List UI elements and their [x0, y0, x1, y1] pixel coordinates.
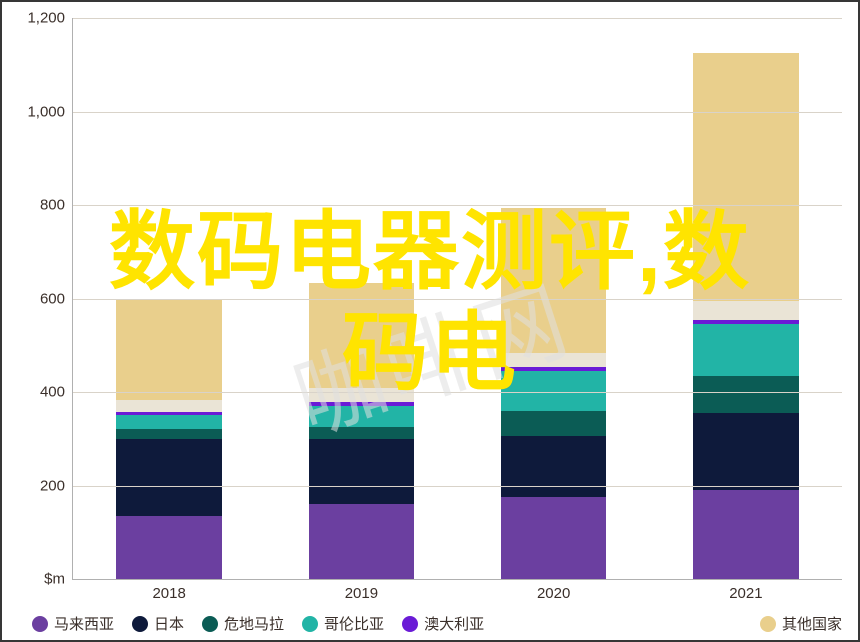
y-tick-label: 1,200 [27, 10, 73, 27]
legend-label: 其他国家 [782, 613, 842, 634]
legend-swatch [202, 616, 218, 632]
legend-swatch [760, 616, 776, 632]
bar-segment [116, 299, 222, 400]
legend-item: 日本 [132, 613, 184, 634]
legend-swatch [302, 616, 318, 632]
bar-segment [309, 439, 415, 504]
bar-segment [116, 439, 222, 516]
legend-item: 马来西亚 [32, 613, 114, 634]
bar-segment [309, 388, 415, 402]
legend-swatch [32, 616, 48, 632]
bar-segment [116, 415, 222, 429]
legend-item: 哥伦比亚 [302, 613, 384, 634]
bar-segment [693, 301, 799, 320]
gridline [73, 112, 842, 113]
bar-segment [309, 427, 415, 439]
legend: 马来西亚 日本 危地马拉 哥伦比亚 澳大利亚 其他国家 [32, 613, 842, 634]
gridline [73, 486, 842, 487]
bar-segment [501, 208, 607, 353]
legend-item: 其他国家 [760, 613, 842, 634]
bar-segment [501, 353, 607, 367]
x-tick-label: 2021 [729, 579, 762, 602]
x-tick-label: 2019 [345, 579, 378, 602]
bar-segment [501, 497, 607, 579]
bar-segment [501, 371, 607, 411]
gridline [73, 205, 842, 206]
x-tick-label: 2020 [537, 579, 570, 602]
gridline [73, 392, 842, 393]
legend-label: 危地马拉 [224, 613, 284, 634]
y-tick-label: 1,000 [27, 103, 73, 120]
bar-segment [116, 429, 222, 438]
gridline [73, 299, 842, 300]
bar-segment [501, 411, 607, 437]
legend-label: 马来西亚 [54, 613, 114, 634]
gridline [73, 18, 842, 19]
bar-segment [116, 516, 222, 579]
legend-label: 日本 [154, 613, 184, 634]
chart-container: 2018 2019 2020 2021 $m 200 400 600 800 1,000 1,20… [0, 0, 860, 642]
y-tick-label: 800 [40, 197, 73, 214]
legend-item: 危地马拉 [202, 613, 284, 634]
y-tick-label: 200 [40, 477, 73, 494]
bar-segment [693, 376, 799, 413]
bar-segment [693, 490, 799, 579]
plot-area: 2018201920202021 $m2004006008001,0001,20… [72, 18, 842, 580]
legend-swatch [402, 616, 418, 632]
bar-segment [693, 324, 799, 375]
legend-label: 澳大利亚 [424, 613, 484, 634]
bar-segment [693, 413, 799, 490]
legend-item: 澳大利亚 [402, 613, 484, 634]
y-tick-label: $m [44, 571, 73, 588]
bar-segment [693, 53, 799, 301]
legend-label: 哥伦比亚 [324, 613, 384, 634]
x-tick-label: 2018 [152, 579, 185, 602]
bar-segment [116, 400, 222, 412]
legend-swatch [132, 616, 148, 632]
bar-segment [309, 406, 415, 427]
bar-segment [309, 504, 415, 579]
y-tick-label: 600 [40, 290, 73, 307]
y-tick-label: 400 [40, 384, 73, 401]
bar-segment [501, 436, 607, 497]
